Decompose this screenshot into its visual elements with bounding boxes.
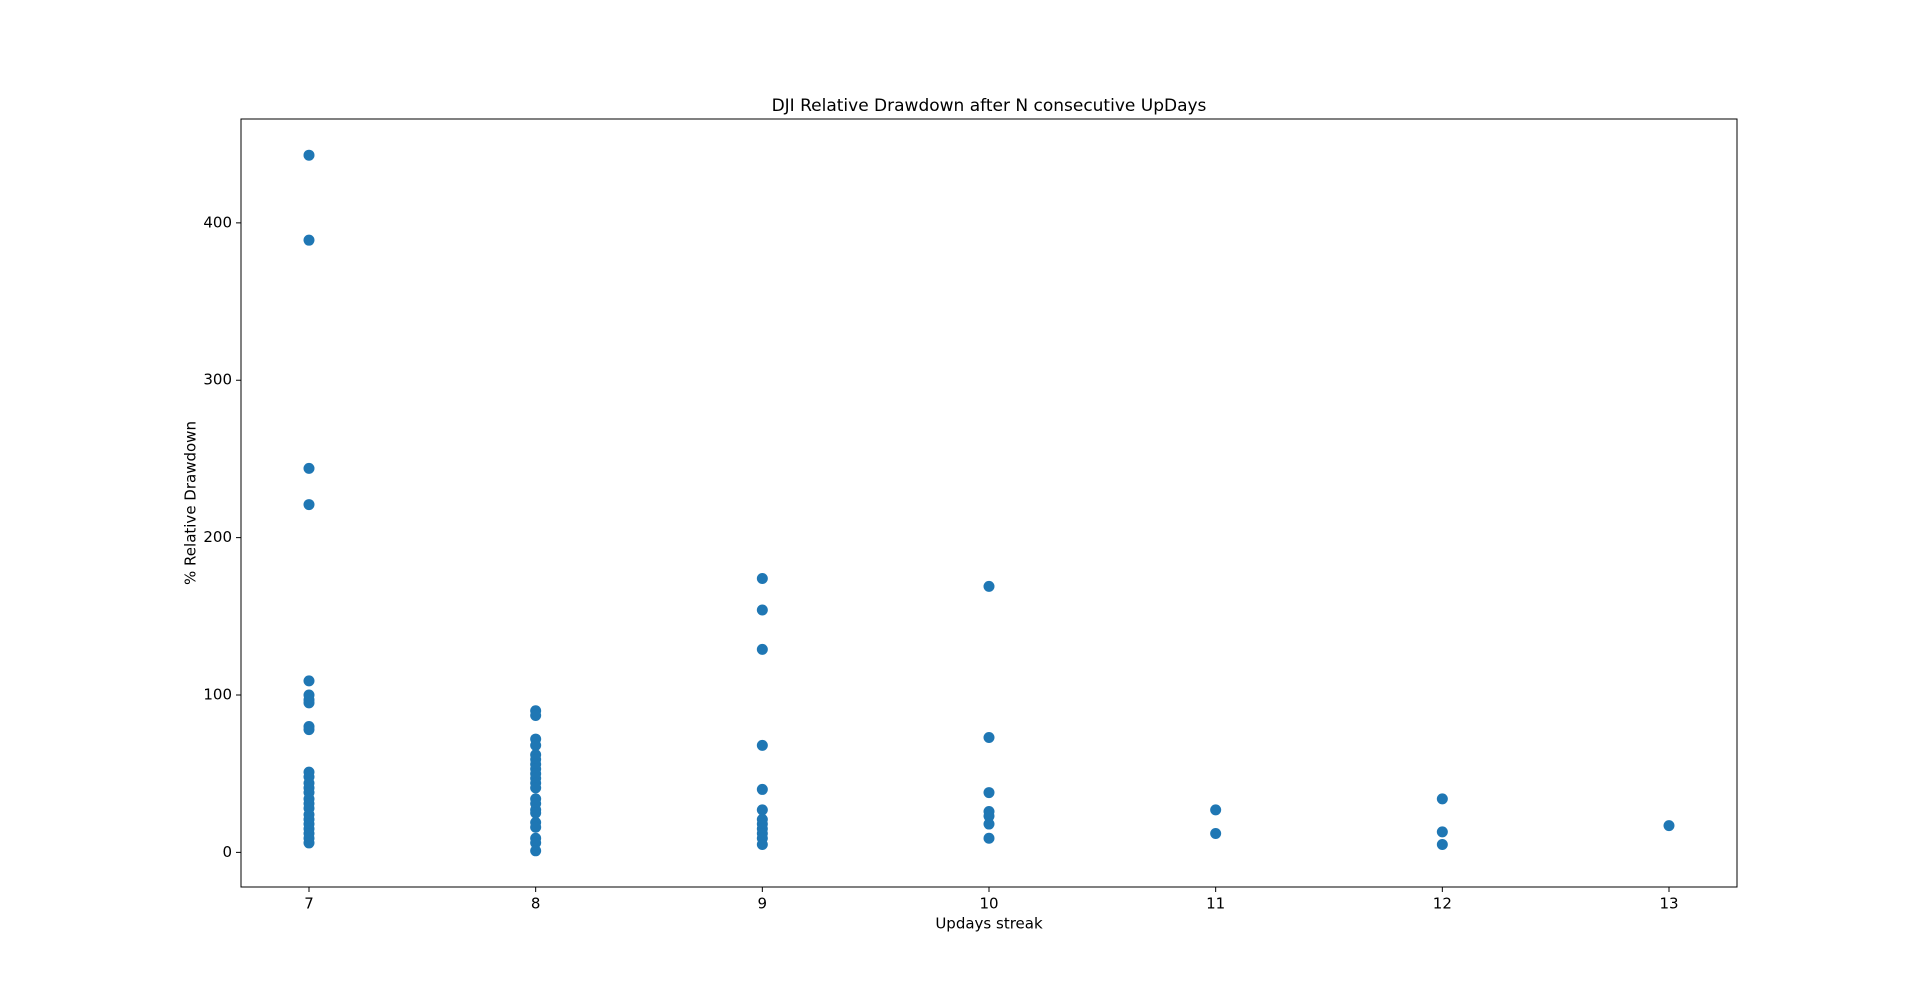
point [303,837,315,849]
point [303,697,315,709]
point [756,839,768,851]
y-tick-label: 0 [222,843,232,861]
point [530,837,542,849]
point [983,810,995,822]
point [530,739,542,751]
x-tick-label: 10 [979,895,998,913]
point [756,643,768,655]
x-tick-label: 8 [531,895,541,913]
x-tick-label: 9 [758,895,768,913]
y-tick-label: 200 [203,528,232,546]
point [303,675,315,687]
point [983,832,995,844]
point [756,783,768,795]
plot-frame [240,118,1738,888]
x-tick-label: 11 [1206,895,1225,913]
y-tick-label: 400 [203,213,232,231]
y-tick-label: 300 [203,371,232,389]
point [756,804,768,816]
point [303,462,315,474]
chart-title: DJI Relative Drawdown after N consecutiv… [772,96,1207,116]
point [303,234,315,246]
point [530,821,542,833]
point [1436,826,1448,838]
x-tick-label: 7 [304,895,314,913]
point [530,782,542,794]
point [983,731,995,743]
x-tick-label: 13 [1659,895,1678,913]
point [756,739,768,751]
point [983,787,995,799]
point [530,709,542,721]
y-tick-label: 100 [203,686,232,704]
point [303,499,315,511]
point [983,818,995,830]
point [1663,820,1675,832]
point [303,724,315,736]
point [983,580,995,592]
point [1436,793,1448,805]
point [756,604,768,616]
point [530,845,542,857]
x-axis-label: Updays streak [935,915,1043,933]
point [530,807,542,819]
point [1210,804,1222,816]
point [756,573,768,585]
point [303,149,315,161]
point [1210,827,1222,839]
y-axis-label: % Relative Drawdown [182,421,200,585]
x-tick-label: 12 [1433,895,1452,913]
point [1436,839,1448,851]
